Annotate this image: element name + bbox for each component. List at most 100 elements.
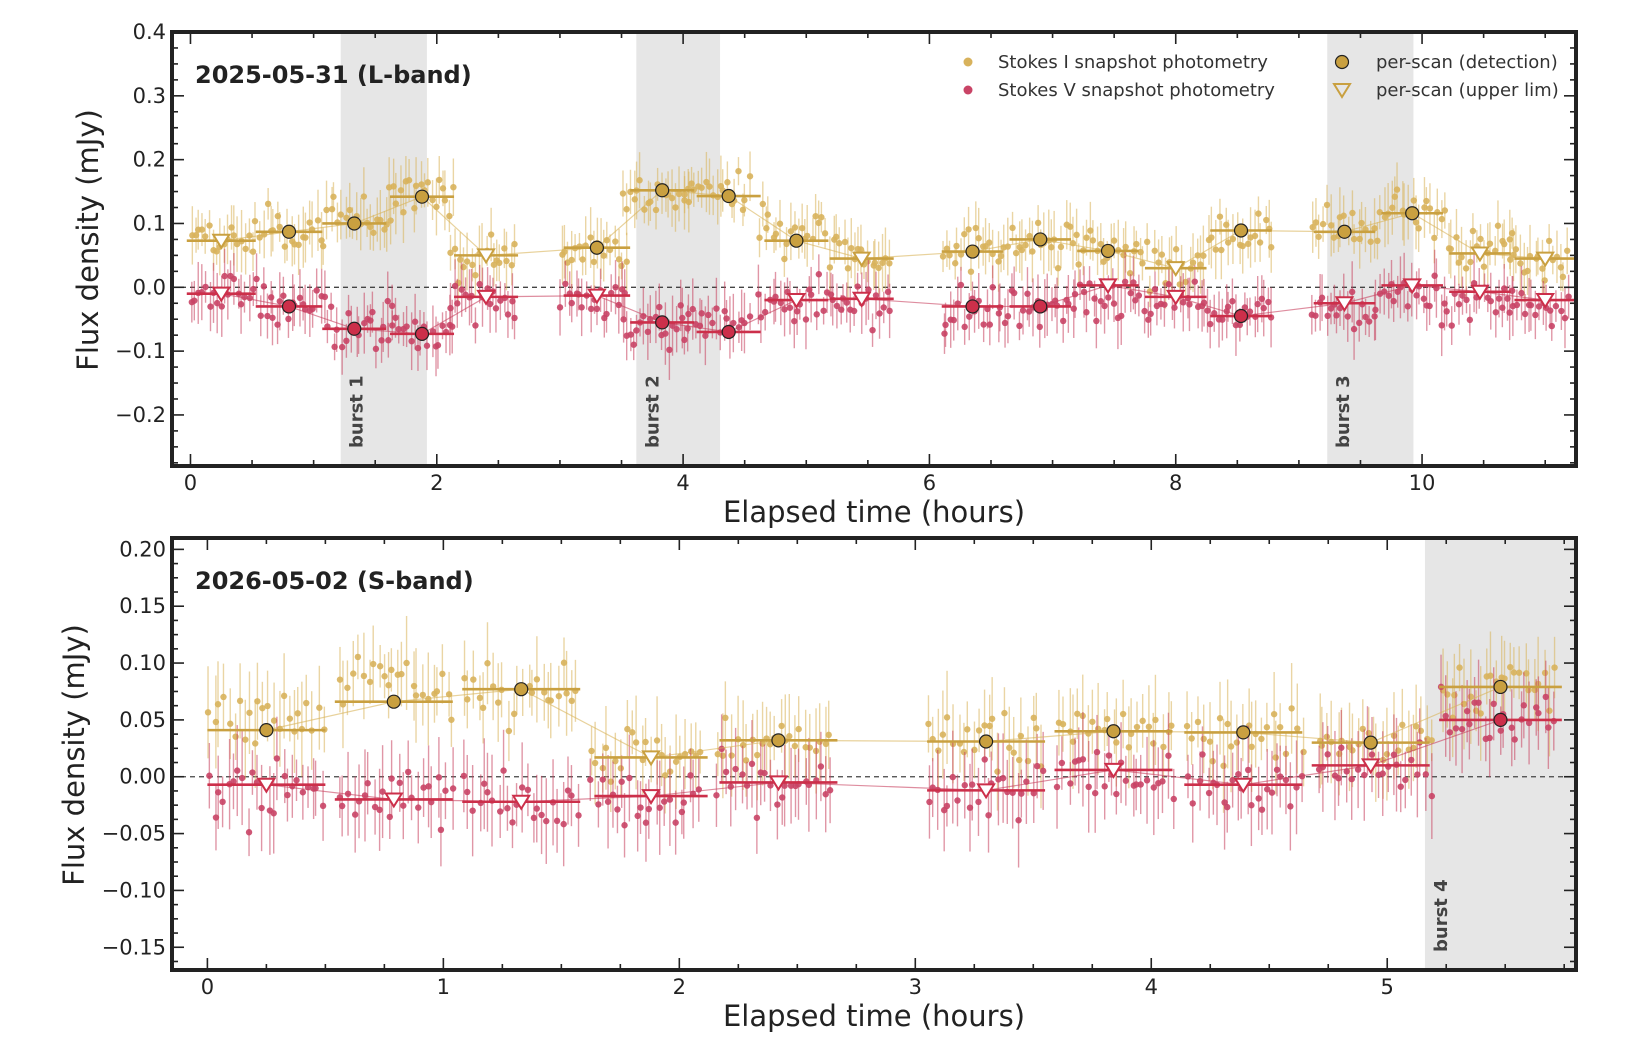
stokes-i-point (496, 259, 503, 267)
stokes_i-scan-detection (1233, 223, 1249, 238)
stokes-v-point (1150, 784, 1158, 791)
stokes-v-point (786, 304, 794, 311)
stokes-v-point (400, 802, 407, 809)
stokes-v-point (1039, 767, 1047, 775)
stokes-i-point (1075, 261, 1082, 268)
stokes-i-point (960, 748, 968, 756)
stokes-v-point (595, 801, 602, 808)
stokes_i-scan-detection (1405, 206, 1420, 221)
per-scan-markers (207, 679, 1562, 811)
x-axis-label: Elapsed time (hours) (723, 495, 1025, 529)
stokes-i-point (975, 727, 983, 734)
stokes-v-point (1442, 712, 1449, 720)
stokes-v-point (372, 345, 380, 353)
stokes-i-point (336, 676, 344, 683)
stokes-i-point (795, 725, 802, 733)
stokes-v-point (644, 328, 652, 336)
stokes_i-scan-detection (1236, 725, 1251, 740)
stokes-v-point (276, 298, 284, 305)
stokes-i-point (505, 727, 513, 735)
stokes-i-point (1022, 241, 1029, 249)
stokes-i-point (387, 217, 394, 224)
burst-region (340, 32, 427, 466)
panel-title: 2025-05-31 (L-band) (195, 61, 472, 89)
stokes-v-point (1010, 289, 1018, 297)
stokes-i-point (886, 260, 893, 267)
stokes-v-point (1371, 313, 1378, 320)
stokes-i-point (591, 759, 599, 767)
stokes-v-point (1558, 307, 1565, 315)
stokes-i-point (227, 720, 234, 727)
stokes-i-point (822, 740, 830, 748)
stokes-i-point (1220, 762, 1227, 770)
stokes-i-point (986, 239, 993, 246)
stokes-i-point (981, 722, 988, 729)
stokes-i-point (1216, 715, 1224, 722)
stokes-i-point (1312, 219, 1320, 226)
stokes-v-point (575, 812, 582, 819)
stokes-v-point (458, 286, 465, 293)
stokes-i-point (612, 238, 619, 245)
stokes_i-scan-detection (514, 682, 529, 697)
stokes-i-point (1054, 264, 1062, 272)
stokes-i-point (259, 704, 266, 712)
x-tick-label: 10 (1409, 471, 1436, 495)
stokes-v-point (1171, 304, 1178, 311)
stokes-i-point (1340, 212, 1347, 219)
y-tick-label: −0.10 (102, 878, 166, 902)
stokes-v-point (437, 826, 445, 834)
stokes-v-point (464, 788, 471, 796)
stokes-v-point (543, 817, 550, 825)
stokes-i-point (295, 241, 302, 249)
stokes-i-point (1172, 246, 1180, 253)
stokes-i-point (783, 240, 790, 248)
stokes-v-point (833, 302, 841, 310)
stokes_v-scan-detection (1033, 299, 1048, 314)
stokes-i-point (1417, 727, 1425, 735)
stokes-v-point (1205, 789, 1213, 797)
legend-stokes-i-label: Stokes I snapshot photometry (998, 52, 1268, 73)
y-axis-label: Flux density (mJy) (71, 109, 105, 371)
stokes-i-point (728, 752, 735, 759)
stokes-i-point (1182, 278, 1189, 286)
stokes-v-point (1137, 781, 1144, 788)
stokes-v-point (1070, 305, 1077, 312)
y-tick-label: 0.05 (119, 708, 166, 732)
stokes-i-point (1244, 240, 1252, 248)
stokes-i-point (464, 696, 471, 703)
stokes-i-point (754, 751, 761, 759)
stokes-v-point (442, 787, 449, 794)
stokes-v-point (1438, 322, 1445, 329)
stokes-i-point (1327, 222, 1335, 229)
stokes-v-point (698, 310, 705, 317)
stokes_v-scan-upper-limit (976, 783, 996, 800)
stokes-i-point (376, 663, 384, 670)
stokes-v-point (1254, 300, 1261, 308)
stokes-v-point (1033, 762, 1041, 770)
stokes-i-point (786, 733, 793, 740)
stokes-i-point (511, 240, 518, 248)
stokes-v-point (518, 784, 526, 791)
stokes-i-point (354, 653, 362, 661)
stokes-i-point (735, 167, 742, 175)
stokes-i-point (1309, 223, 1316, 231)
stokes-i-point (251, 217, 259, 225)
stokes-v-point (1422, 771, 1430, 778)
stokes-v-point (1229, 298, 1236, 305)
stokes-v-point (746, 313, 754, 320)
stokes_i-scan-detection (1493, 679, 1508, 695)
stokes-v-point (1016, 322, 1023, 330)
stokes-i-point (617, 765, 625, 772)
stokes-i-point (463, 258, 471, 265)
stokes_i-scan-detection (281, 224, 297, 239)
stokes-i-point (776, 220, 784, 227)
stokes-i-point (1480, 263, 1488, 270)
y-tick-label: 0.3 (133, 84, 166, 108)
stokes-i-point (472, 271, 479, 279)
stokes-i-point (419, 691, 427, 699)
stokes-v-point (813, 311, 820, 318)
stokes-i-point (1389, 204, 1396, 211)
x-tick-label: 2 (673, 975, 686, 999)
stokes-i-point (825, 731, 832, 739)
stokes-v-point (843, 299, 850, 306)
